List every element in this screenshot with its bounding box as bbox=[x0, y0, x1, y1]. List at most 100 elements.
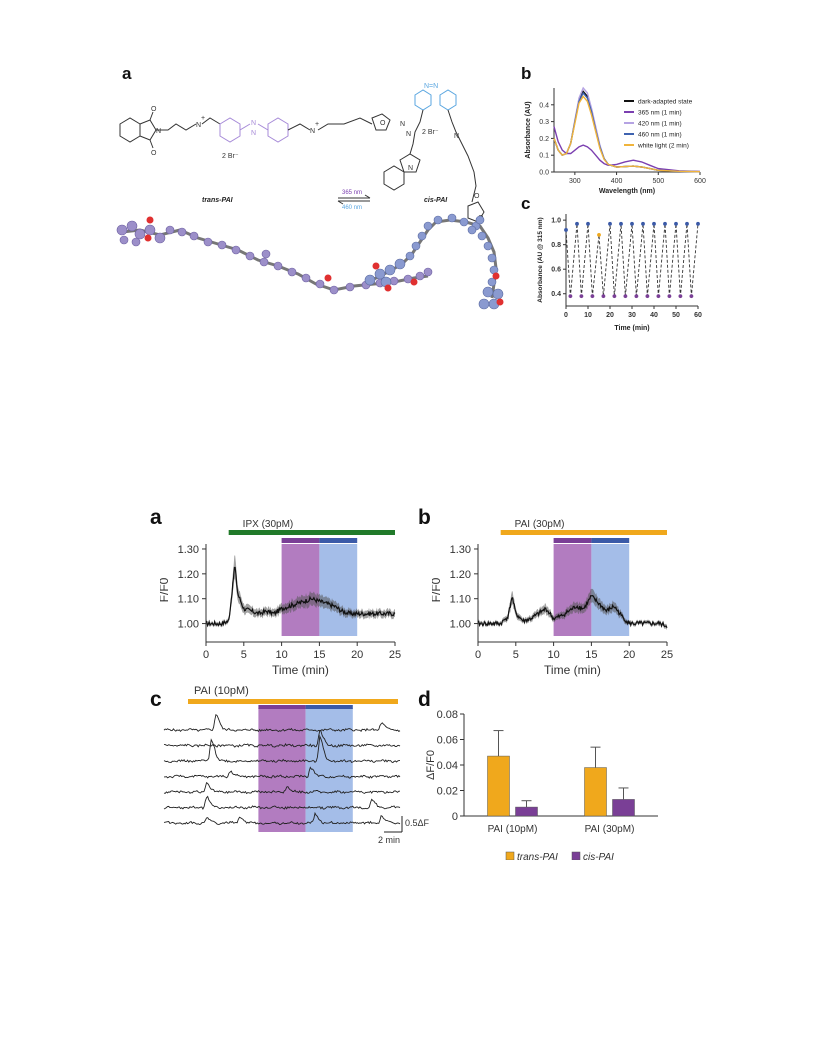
photoswitching-cycles-chart: 0 10 20 30 40 50 60 0.4 0.6 0.8 1.0 Time (min) Absor… bbox=[537, 214, 702, 332]
legend-label: white light (2 min) bbox=[637, 143, 689, 150]
x-axis-label: Time (min) bbox=[614, 325, 649, 332]
oxygen-atom bbox=[496, 298, 504, 306]
x-tick-label: 600 bbox=[694, 178, 706, 185]
bar bbox=[487, 755, 510, 817]
bar bbox=[515, 806, 538, 817]
bar bbox=[584, 767, 607, 817]
atom-n-label: N bbox=[251, 120, 256, 127]
cell-trace bbox=[163, 713, 401, 733]
bottom-panel-b-label: b bbox=[418, 506, 431, 529]
cell-trace bbox=[163, 795, 401, 810]
mean-trace bbox=[205, 566, 396, 628]
top-panel-a-label: a bbox=[122, 64, 132, 83]
data-point bbox=[667, 294, 672, 299]
top-panel-c-label: c bbox=[521, 194, 531, 213]
delta-f-bar-chart: 0 0.02 0.04 0.06 0.08 ΔF/F0 PAI (10pM) PAI (30p… bbox=[425, 709, 658, 860]
oxygen-atom bbox=[410, 278, 418, 286]
cis-pai-name: cis-PAI bbox=[424, 197, 448, 204]
charge-label: + bbox=[315, 121, 319, 128]
atom-n-label: N bbox=[251, 130, 256, 137]
blue-illumination-window bbox=[591, 544, 630, 636]
oxygen-atom bbox=[492, 272, 500, 280]
y-tick-label: 0.4 bbox=[539, 102, 549, 109]
legend-label: 365 nm (1 min) bbox=[638, 110, 682, 117]
y-axis-label: Absorbance (AU) bbox=[525, 101, 532, 158]
x-tick-label: 15 bbox=[313, 649, 325, 661]
x-tick-label: 20 bbox=[351, 649, 363, 661]
data-point bbox=[619, 221, 623, 226]
y-tick-label: 1.0 bbox=[551, 218, 561, 225]
y-tick-label: 0.6 bbox=[551, 267, 561, 274]
sem-band bbox=[206, 555, 395, 628]
absorbance-spectra-chart: 300 400 500 600 0.0 0.1 0.2 0.3 0.4 Wavelength (n… bbox=[525, 86, 706, 195]
uv-bar bbox=[281, 538, 320, 543]
data-point bbox=[575, 221, 579, 226]
y-tick-label: 0.08 bbox=[437, 709, 458, 721]
single-cell-traces-chart: PAI (10pM) 0.5ΔF 2 min bbox=[163, 685, 430, 845]
cis-3d-model bbox=[364, 213, 504, 310]
x-tick-label: 40 bbox=[650, 312, 658, 319]
arrow-back-label: 460 nm bbox=[342, 205, 362, 211]
x-tick-label: 500 bbox=[652, 178, 664, 185]
data-point bbox=[597, 232, 601, 237]
data-point bbox=[645, 294, 650, 299]
data-point bbox=[663, 221, 667, 226]
uv-illumination-window bbox=[553, 544, 592, 636]
y-axis-label: Absorbance (AU @ 315 nm) bbox=[537, 217, 544, 302]
y-tick-label: 1.00 bbox=[450, 619, 471, 631]
bar bbox=[612, 799, 635, 817]
atom-n-label: N bbox=[400, 121, 405, 128]
trans-pai-name: trans-PAI bbox=[202, 197, 234, 204]
atom-o-label: O bbox=[474, 193, 480, 200]
y-axis-label: F/F0 bbox=[432, 577, 443, 602]
cell-trace bbox=[164, 766, 401, 779]
data-point bbox=[630, 221, 634, 226]
bottom-panel-d-label: d bbox=[418, 688, 431, 711]
cis-counterion: 2 Br⁻ bbox=[422, 129, 439, 136]
x-axis-label: Time (min) bbox=[272, 663, 329, 677]
data-point bbox=[634, 294, 639, 299]
cis-azo-label: N=N bbox=[424, 83, 438, 90]
spectrum-line bbox=[553, 95, 701, 173]
atom-o-label: O bbox=[151, 150, 157, 157]
data-point bbox=[641, 221, 645, 226]
y-tick-label: 0.2 bbox=[539, 136, 549, 143]
spectrum-line bbox=[553, 126, 701, 173]
y-axis-label: F/F0 bbox=[160, 577, 171, 602]
y-tick-label: 1.30 bbox=[450, 544, 471, 556]
x-tick-label: 10 bbox=[275, 649, 287, 661]
drug-application-bar bbox=[228, 530, 395, 535]
data-point bbox=[689, 294, 694, 299]
x-tick-label: 0 bbox=[203, 649, 209, 661]
y-tick-label: 0.0 bbox=[539, 170, 549, 177]
x-tick-label: 50 bbox=[672, 312, 680, 319]
legend-label: 460 nm (1 min) bbox=[638, 132, 682, 139]
y-tick-label: 0.1 bbox=[539, 153, 549, 160]
x-tick-label: 15 bbox=[585, 649, 597, 661]
drug-application-bar bbox=[188, 699, 398, 704]
x-axis-label: Wavelength (nm) bbox=[599, 188, 655, 195]
y-tick-label: 0.8 bbox=[551, 242, 561, 249]
cell-trace bbox=[163, 811, 401, 826]
blue-bar bbox=[591, 538, 630, 543]
x-tick-label: 25 bbox=[661, 649, 673, 661]
blue-illumination-window bbox=[319, 544, 358, 636]
data-point bbox=[696, 221, 700, 226]
y-tick-label: 1.20 bbox=[450, 569, 471, 581]
y-tick-label: 1.10 bbox=[450, 594, 471, 606]
legend-label: 420 nm (1 min) bbox=[638, 121, 682, 128]
y-tick-label: 1.20 bbox=[178, 569, 199, 581]
legend-label: trans-PAI bbox=[517, 852, 558, 860]
trans-pai-structure bbox=[119, 111, 391, 149]
drug-bar-label: IPX (30pM) bbox=[243, 519, 294, 530]
atom-o-label: O bbox=[380, 120, 386, 127]
data-point bbox=[608, 221, 612, 226]
x-tick-label: 5 bbox=[513, 649, 519, 661]
y-tick-label: 0.4 bbox=[551, 291, 561, 298]
bottom-panel-a-label: a bbox=[150, 506, 162, 529]
x-tick-label: 30 bbox=[628, 312, 636, 319]
atom-n-label: N bbox=[406, 131, 411, 138]
data-point bbox=[678, 294, 683, 299]
x-tick-label: 20 bbox=[606, 312, 614, 319]
x-tick-label: 60 bbox=[694, 312, 702, 319]
